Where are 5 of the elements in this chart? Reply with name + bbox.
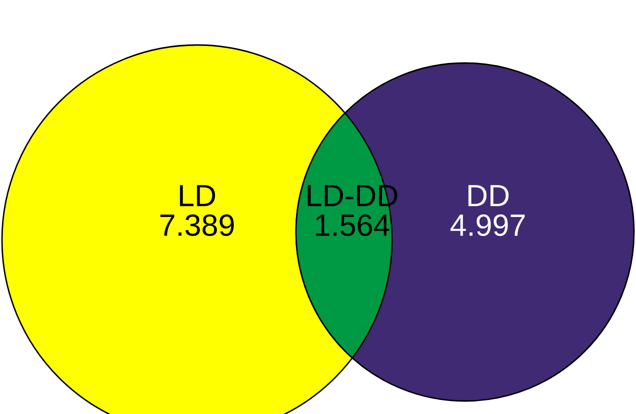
data-label: 1.564 (316, 214, 390, 236)
data-label: 4.997 (450, 214, 525, 236)
category-label: LD (180, 185, 216, 206)
data-label: 7.389 (160, 214, 234, 236)
category-label: DD (468, 185, 509, 206)
